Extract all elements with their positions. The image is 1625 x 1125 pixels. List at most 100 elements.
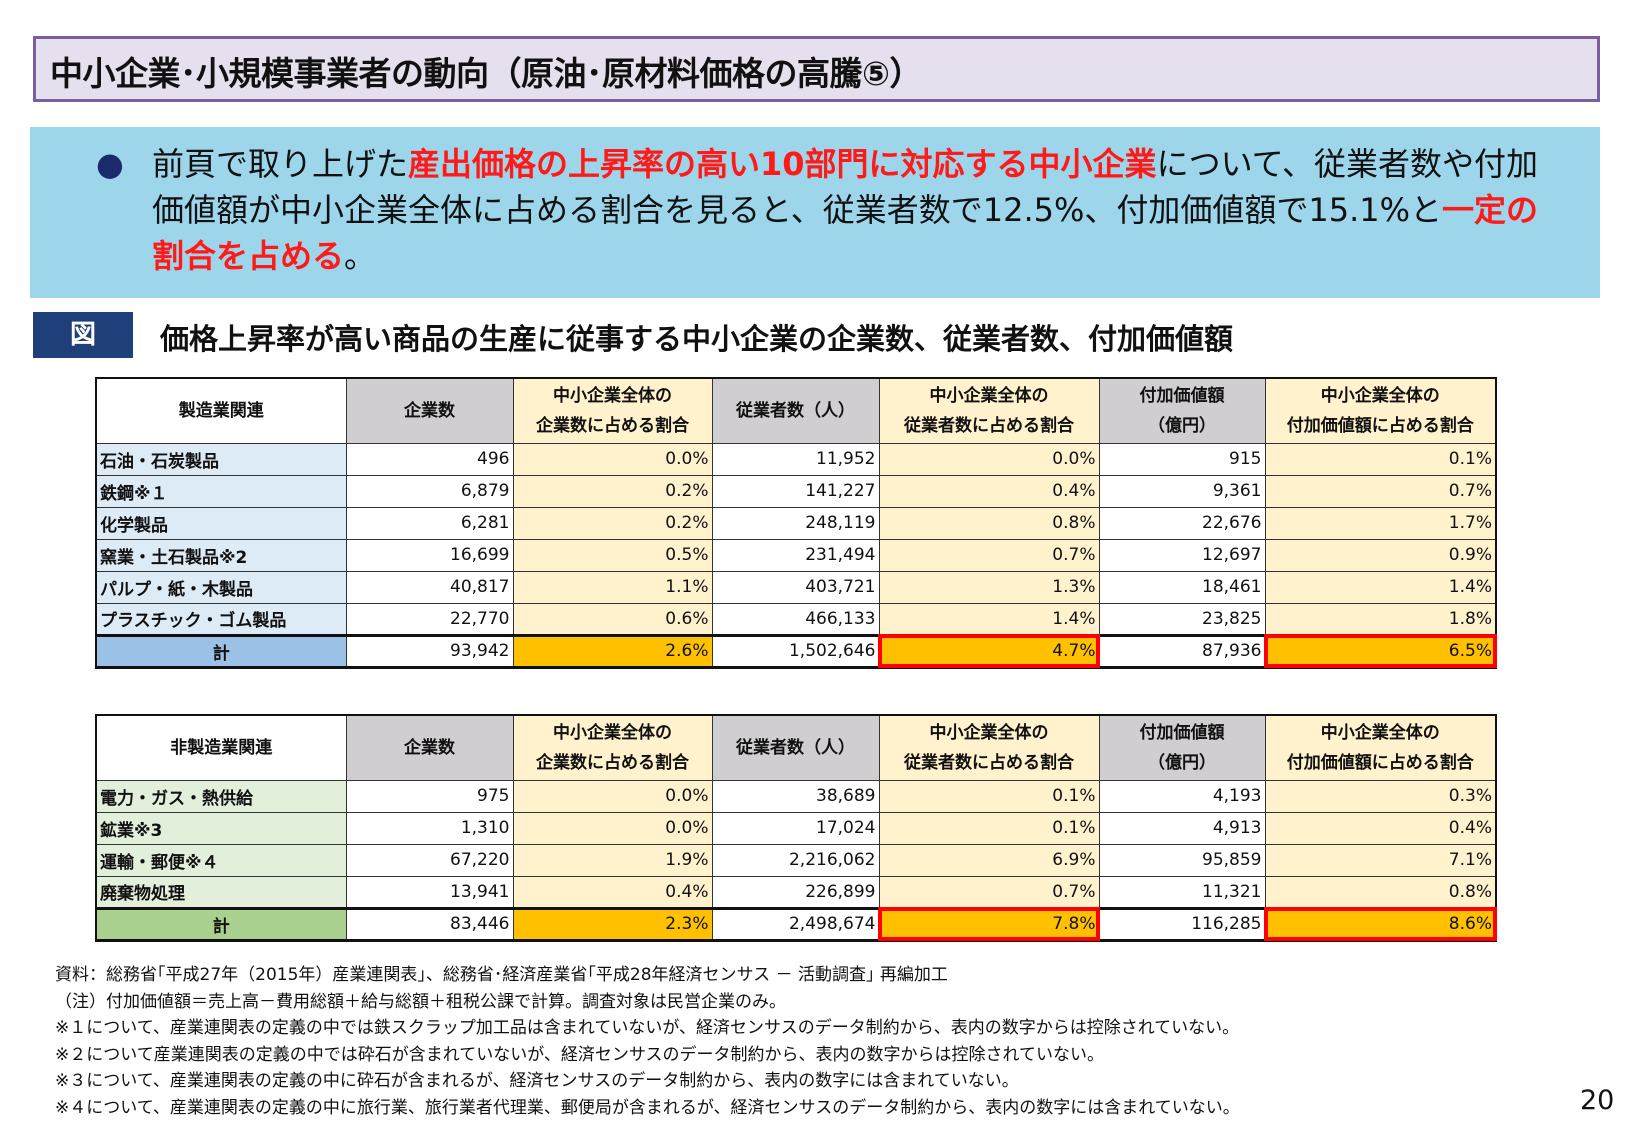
- total-cell: 2.6%: [512, 633, 713, 669]
- header-company-share: 中小企業全体の 企業数に占める割合: [512, 377, 713, 444]
- table-cell: 電力・ガス・熱供給: [95, 779, 347, 813]
- total-cell: 2.3%: [512, 906, 713, 942]
- table-cell: 0.7%: [878, 538, 1100, 572]
- table-cell: 0.1%: [878, 779, 1100, 813]
- table-row: 石油・石炭製品 496 0.0% 11,952 0.0% 915 0.1%: [95, 442, 1497, 476]
- table-cell: 4,913: [1098, 811, 1266, 845]
- table-cell: 9,361: [1098, 474, 1266, 508]
- table-cell: 0.1%: [1264, 442, 1497, 476]
- table-cell: 95,859: [1098, 843, 1266, 877]
- table-cell: 975: [345, 779, 514, 813]
- page-number: 20: [1580, 1085, 1615, 1116]
- summary-text: 。: [344, 237, 377, 275]
- category-header: 非製造業関連: [95, 714, 347, 781]
- table-cell: 1.3%: [878, 570, 1100, 604]
- total-cell: 7.8%: [878, 906, 1100, 942]
- summary-text: 前頁で取り上げた: [152, 145, 409, 183]
- header-row: 非製造業関連 企業数 中小企業全体の 企業数に占める割合 従業者数（人） 中小企業…: [95, 714, 1497, 781]
- table-cell: 0.9%: [1264, 538, 1497, 572]
- non-manufacturing-table: 非製造業関連 企業数 中小企業全体の 企業数に占める割合 従業者数（人） 中小企業…: [95, 714, 1497, 942]
- total-row: 計 83,446 2.3% 2,498,674 7.8% 116,285 8.6%: [95, 906, 1497, 942]
- table-cell: 2,216,062: [711, 843, 880, 877]
- table-cell: 1,310: [345, 811, 514, 845]
- table-cell: 915: [1098, 442, 1266, 476]
- table-row: プラスチック・ゴム製品 22,770 0.6% 466,133 1.4% 23,825 1.…: [95, 602, 1497, 636]
- table-cell: 化学製品: [95, 506, 347, 540]
- table-cell: 0.7%: [878, 875, 1100, 909]
- table-cell: 11,321: [1098, 875, 1266, 909]
- table-cell: 1.9%: [512, 843, 713, 877]
- table-cell: 0.6%: [512, 602, 713, 636]
- table-cell: 窯業・土石製品※2: [95, 538, 347, 572]
- table-cell: 石油・石炭製品: [95, 442, 347, 476]
- summary-box: ● 前頁で取り上げた産出価格の上昇率の高い10部門に対応する中小企業について、従…: [30, 127, 1600, 298]
- footnote: 資料：総務省｢平成27年（2015年）産業連関表｣、総務省･経済産業省｢平成28…: [55, 965, 948, 985]
- table-cell: 1.4%: [1264, 570, 1497, 604]
- table-cell: 7.1%: [1264, 843, 1497, 877]
- figure-title: 価格上昇率が高い商品の生産に従事する中小企業の企業数、従業者数、付加価値額: [160, 322, 1234, 356]
- header-company-share: 中小企業全体の 企業数に占める割合: [512, 714, 713, 781]
- footnote: ※１について、産業連関表の定義の中では鉄スクラップ加工品は含まれていないが、経済…: [55, 1018, 1240, 1038]
- bullet-icon: ●: [96, 145, 124, 183]
- table-row: 鉱業※3 1,310 0.0% 17,024 0.1% 4,913 0.4%: [95, 811, 1497, 845]
- table-row: 運輸・郵便※４ 67,220 1.9% 2,216,062 6.9% 95,859 7.1%: [95, 843, 1497, 877]
- table-cell: 6,281: [345, 506, 514, 540]
- table-cell: 鉱業※3: [95, 811, 347, 845]
- header-row: 製造業関連 企業数 中小企業全体の 企業数に占める割合 従業者数（人） 中小企業全…: [95, 377, 1497, 444]
- total-cell: 6.5%: [1264, 633, 1497, 669]
- summary-text: について、従業者数や付加価値額が中小企業全体に占める割合を見ると、従業者数で12…: [152, 145, 1539, 229]
- table-row: 化学製品 6,281 0.2% 248,119 0.8% 22,676 1.7%: [95, 506, 1497, 540]
- total-cell: 計: [95, 633, 347, 669]
- header-value-added: 付加価値額 （億円）: [1098, 714, 1266, 781]
- table-cell: 4,193: [1098, 779, 1266, 813]
- table-cell: 18,461: [1098, 570, 1266, 604]
- table-row: 窯業・土石製品※2 16,699 0.5% 231,494 0.7% 12,697 0.9%: [95, 538, 1497, 572]
- table-cell: 1.4%: [878, 602, 1100, 636]
- table-cell: 廃棄物処理: [95, 875, 347, 909]
- footnote: ※４について、産業連関表の定義の中に旅行業、旅行業者代理業、郵便局が含まれるが、…: [55, 1097, 1240, 1118]
- table-cell: 17,024: [711, 811, 880, 845]
- table-cell: 1.1%: [512, 570, 713, 604]
- footnote: ※２について産業連関表の定義の中では砕石が含まれていないが、経済センサスのデータ…: [55, 1044, 1105, 1065]
- total-row: 計 93,942 2.6% 1,502,646 4.7% 87,936 6.5%: [95, 633, 1497, 669]
- table-cell: パルプ・紙・木製品: [95, 570, 347, 604]
- table-cell: 141,227: [711, 474, 880, 508]
- manufacturing-table: 製造業関連 企業数 中小企業全体の 企業数に占める割合 従業者数（人） 中小企業全…: [95, 377, 1497, 669]
- table-cell: 0.5%: [512, 538, 713, 572]
- table-cell: 0.0%: [512, 442, 713, 476]
- total-cell: 計: [95, 906, 347, 942]
- header-companies: 企業数: [345, 714, 514, 781]
- figure-label: 図: [33, 312, 133, 358]
- table-cell: 6,879: [345, 474, 514, 508]
- header-value-added-share: 中小企業全体の 付加価値額に占める割合: [1264, 714, 1497, 781]
- table-cell: 0.0%: [878, 442, 1100, 476]
- table-cell: 6.9%: [878, 843, 1100, 877]
- table-cell: 0.8%: [1264, 875, 1497, 909]
- table-row: 電力・ガス・熱供給 975 0.0% 38,689 0.1% 4,193 0.3%: [95, 779, 1497, 813]
- table-cell: 鉄鋼※１: [95, 474, 347, 508]
- total-cell: 2,498,674: [711, 906, 880, 942]
- total-cell: 87,936: [1098, 633, 1266, 669]
- table-cell: 13,941: [345, 875, 514, 909]
- table-cell: 496: [345, 442, 514, 476]
- table-cell: 運輸・郵便※４: [95, 843, 347, 877]
- table-cell: 0.7%: [1264, 474, 1497, 508]
- summary-highlight: 産出価格の上昇率の高い10部門に対応する中小企業: [408, 145, 1157, 183]
- table-cell: 0.4%: [512, 875, 713, 909]
- table-cell: 11,952: [711, 442, 880, 476]
- table-cell: 0.8%: [878, 506, 1100, 540]
- table-cell: 466,133: [711, 602, 880, 636]
- table-cell: 12,697: [1098, 538, 1266, 572]
- table-cell: 403,721: [711, 570, 880, 604]
- summary-highlight: 一定の割合を占める: [152, 191, 1539, 275]
- footnote: ※３について、産業連関表の定義の中に砕石が含まれるが、経済センサスのデータ制約か…: [55, 1071, 1019, 1091]
- header-employees: 従業者数（人）: [711, 714, 880, 781]
- table-cell: 16,699: [345, 538, 514, 572]
- table-cell: 0.1%: [878, 811, 1100, 845]
- header-value-added-share: 中小企業全体の 付加価値額に占める割合: [1264, 377, 1497, 444]
- table-row: パルプ・紙・木製品 40,817 1.1% 403,721 1.3% 18,461 1.4%: [95, 570, 1497, 604]
- table-cell: 0.3%: [1264, 779, 1497, 813]
- table-cell: 0.0%: [512, 811, 713, 845]
- table-row: 鉄鋼※１ 6,879 0.2% 141,227 0.4% 9,361 0.7%: [95, 474, 1497, 508]
- header-employee-share: 中小企業全体の 従業者数に占める割合: [878, 377, 1100, 444]
